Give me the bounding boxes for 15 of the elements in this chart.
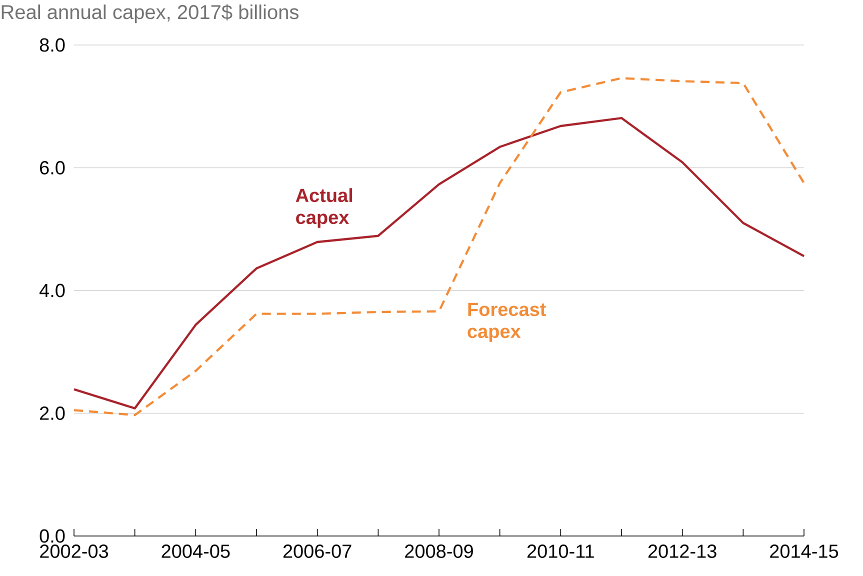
x-tick-label: 2004-05 xyxy=(162,544,230,558)
x-tick-label: 2008-09 xyxy=(405,544,473,558)
y-tick-label: 8.0 xyxy=(40,38,65,52)
x-tick-label: 2006-07 xyxy=(283,544,352,558)
x-tick-label: 2010-11 xyxy=(527,544,594,558)
series-label: Actual capex xyxy=(296,188,352,228)
y-tick-label: 2.0 xyxy=(40,406,65,420)
x-tick-label: 2014-15 xyxy=(770,544,838,558)
x-tick-label: 2002-03 xyxy=(40,544,108,558)
y-tick-label: 4.0 xyxy=(40,284,65,298)
series-label: Forecast capex xyxy=(468,302,546,342)
chart-title: Real annual capex, 2017$ billions xyxy=(2,4,298,24)
y-tick-label: 0.0 xyxy=(40,529,65,543)
x-tick-label: 2012-13 xyxy=(648,544,716,558)
y-tick-label: 6.0 xyxy=(40,161,65,174)
